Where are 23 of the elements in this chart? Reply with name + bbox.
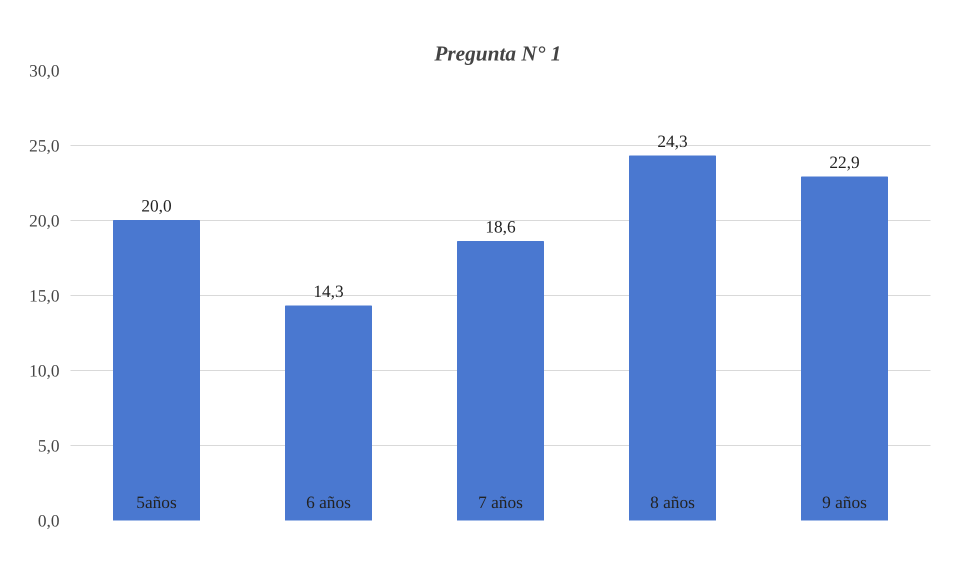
x-tick-label: 6 años	[306, 493, 352, 512]
bar	[801, 176, 888, 520]
data-label: 24,3	[657, 132, 688, 151]
y-tick-label: 30,0	[29, 62, 60, 80]
y-tick-label: 15,0	[29, 286, 60, 306]
y-tick-label: 25,0	[29, 136, 60, 156]
y-tick-label: 5,0	[38, 436, 60, 456]
bar	[113, 220, 200, 520]
y-tick-label: 20,0	[29, 212, 60, 230]
bar	[285, 306, 372, 520]
y-tick-label: 0,0	[38, 512, 60, 530]
x-tick-label: 8 años	[650, 493, 696, 512]
data-label: 20,0	[141, 196, 172, 216]
x-tick-label: 5años	[136, 493, 177, 512]
x-tick-label: 9 años	[822, 493, 868, 512]
bar	[629, 156, 716, 520]
bar	[457, 241, 544, 520]
x-tick-label: 7 años	[478, 493, 524, 512]
data-label: 22,9	[829, 153, 860, 172]
chart-title: Pregunta N° 1	[433, 42, 562, 66]
data-label: 14,3	[313, 282, 344, 301]
y-tick-label: 10,0	[29, 362, 60, 380]
data-label: 18,6	[485, 218, 516, 236]
